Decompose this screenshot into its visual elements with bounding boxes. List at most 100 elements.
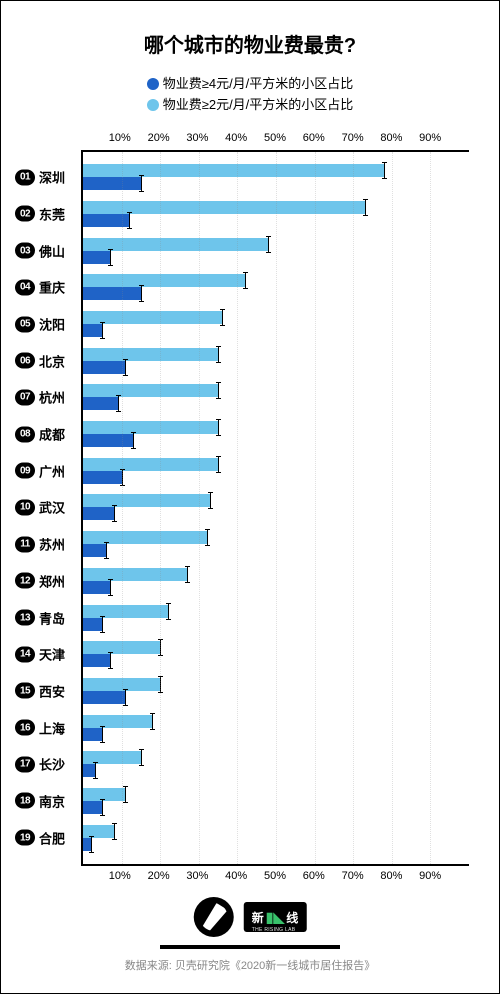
bar-4yuan (83, 324, 102, 337)
city-label: 05沈阳 (15, 315, 81, 334)
city-label: 08成都 (15, 425, 81, 444)
rank-badge: 01 (15, 169, 35, 185)
city-name: 青岛 (39, 608, 65, 627)
city-name: 杭州 (39, 388, 65, 407)
rank-badge: 10 (15, 499, 35, 515)
gridline (353, 152, 354, 864)
bar-4yuan (83, 801, 102, 814)
gridline (276, 152, 277, 864)
city-label: 18南京 (15, 791, 81, 810)
x-axis-top: 10%20%30%40%50%60%70%80%90% (81, 132, 469, 150)
rank-badge: 07 (15, 389, 35, 405)
x-axis-bottom: 10%20%30%40%50%60%70%80%90% (81, 870, 469, 888)
city-name: 南京 (39, 791, 65, 810)
city-name: 上海 (39, 718, 65, 737)
axis-tick: 30% (186, 870, 208, 882)
legend-item-2yuan: 物业费≥2元/月/平方米的小区占比 (1, 95, 499, 116)
axis-tick: 10% (109, 132, 131, 144)
bar-4yuan (83, 618, 102, 631)
rank-badge: 08 (15, 426, 35, 442)
legend-swatch-2yuan (147, 99, 159, 111)
gridline (199, 152, 200, 864)
source-text: 数据来源: 贝壳研究院《2020新一线城市居住报告》 (1, 957, 499, 973)
legend-label-4yuan: 物业费≥4元/月/平方米的小区占比 (163, 74, 354, 95)
axis-tick: 60% (303, 132, 325, 144)
city-name: 佛山 (39, 241, 65, 260)
city-label: 11苏州 (15, 535, 81, 554)
rank-badge: 13 (15, 610, 35, 626)
legend: 物业费≥4元/月/平方米的小区占比 物业费≥2元/月/平方米的小区占比 (1, 58, 499, 126)
rank-badge: 19 (15, 830, 35, 846)
footer-divider (160, 945, 340, 949)
axis-tick: 70% (342, 870, 364, 882)
rank-badge: 12 (15, 573, 35, 589)
bar-4yuan (83, 764, 95, 777)
chart: 10%20%30%40%50%60%70%80%90% 01深圳02东莞03佛山… (1, 132, 499, 888)
axis-tick: 10% (109, 870, 131, 882)
axis-tick: 20% (148, 132, 170, 144)
city-name: 西安 (39, 681, 65, 700)
city-label: 01深圳 (15, 168, 81, 187)
legend-swatch-4yuan (147, 78, 159, 90)
city-name: 东莞 (39, 204, 65, 223)
bar-2yuan (83, 568, 187, 581)
bar-4yuan (83, 361, 125, 374)
bar-4yuan (83, 177, 141, 190)
city-name: 北京 (39, 351, 65, 370)
city-label: 02东莞 (15, 204, 81, 223)
bar-2yuan (83, 494, 210, 507)
plot-area: 01深圳02东莞03佛山04重庆05沈阳06北京07杭州08成都09广州10武汉… (81, 150, 469, 866)
city-label: 12郑州 (15, 571, 81, 590)
axis-tick: 50% (264, 132, 286, 144)
axis-tick: 40% (225, 132, 247, 144)
bar-4yuan (83, 287, 141, 300)
bar-4yuan (83, 471, 122, 484)
rank-badge: 15 (15, 683, 35, 699)
gridline (237, 152, 238, 864)
city-name: 成都 (39, 425, 65, 444)
city-label: 17长沙 (15, 755, 81, 774)
rank-badge: 06 (15, 353, 35, 369)
city-name: 郑州 (39, 571, 65, 590)
city-label: 04重庆 (15, 278, 81, 297)
gridline (392, 152, 393, 864)
bar-2yuan (83, 274, 245, 287)
rank-badge: 02 (15, 206, 35, 222)
footer-logos: 新▮◣线 THE RISING LAB (194, 897, 307, 937)
city-label: 15西安 (15, 681, 81, 700)
city-label: 16上海 (15, 718, 81, 737)
axis-tick: 30% (186, 132, 208, 144)
axis-tick: 90% (419, 132, 441, 144)
city-name: 合肥 (39, 828, 65, 847)
legend-item-4yuan: 物业费≥4元/月/平方米的小区占比 (1, 74, 499, 95)
bar-4yuan (83, 397, 118, 410)
city-name: 深圳 (39, 168, 65, 187)
city-name: 天津 (39, 645, 65, 664)
city-label: 07杭州 (15, 388, 81, 407)
city-name: 重庆 (39, 278, 65, 297)
city-label: 09广州 (15, 461, 81, 480)
bar-4yuan (83, 654, 110, 667)
axis-tick: 40% (225, 870, 247, 882)
city-name: 武汉 (39, 498, 65, 517)
city-label: 13青岛 (15, 608, 81, 627)
axis-tick: 60% (303, 870, 325, 882)
rank-badge: 17 (15, 756, 35, 772)
city-name: 长沙 (39, 755, 65, 774)
city-name: 广州 (39, 461, 65, 480)
rank-badge: 04 (15, 279, 35, 295)
logo-risinglab: 新▮◣线 THE RISING LAB (244, 902, 307, 932)
bar-4yuan (83, 728, 102, 741)
rank-badge: 14 (15, 646, 35, 662)
logo-accent-icon: ▮◣ (266, 909, 284, 926)
bar-2yuan (83, 164, 384, 177)
rank-badge: 05 (15, 316, 35, 332)
bar-4yuan (83, 838, 91, 851)
gridline (430, 152, 431, 864)
logo-leaf-icon (194, 897, 234, 937)
gridline (122, 152, 123, 864)
city-label: 10武汉 (15, 498, 81, 517)
city-name: 苏州 (39, 535, 65, 554)
bar-2yuan (83, 531, 207, 544)
axis-tick: 90% (419, 870, 441, 882)
